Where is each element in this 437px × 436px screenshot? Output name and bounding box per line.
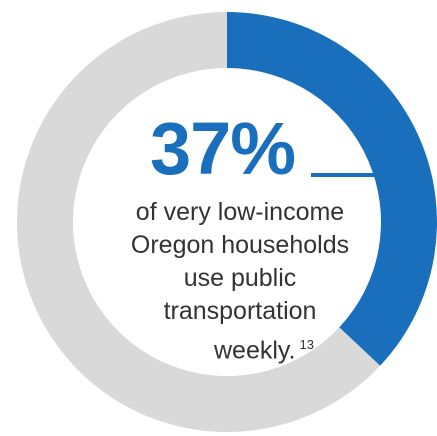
stat-description-line-4: transportation	[163, 297, 317, 325]
stat-description-line-2: Oregon households	[130, 231, 350, 259]
stat-description-line-5: weekly. 13	[110, 328, 370, 367]
stat-value: 37%	[150, 107, 296, 190]
donut-slice-highlight	[227, 12, 437, 366]
stat-description: of very low-income Oregon households use…	[110, 196, 370, 367]
stat-description-line-1: of very low-income	[135, 198, 345, 226]
stat-description-last-text: weekly.	[214, 336, 296, 365]
footnote-marker: 13	[299, 337, 314, 352]
stat-description-line-3: use public	[183, 264, 297, 292]
stat-pointer-line	[311, 173, 383, 177]
donut-slice-remainder	[16, 12, 381, 432]
